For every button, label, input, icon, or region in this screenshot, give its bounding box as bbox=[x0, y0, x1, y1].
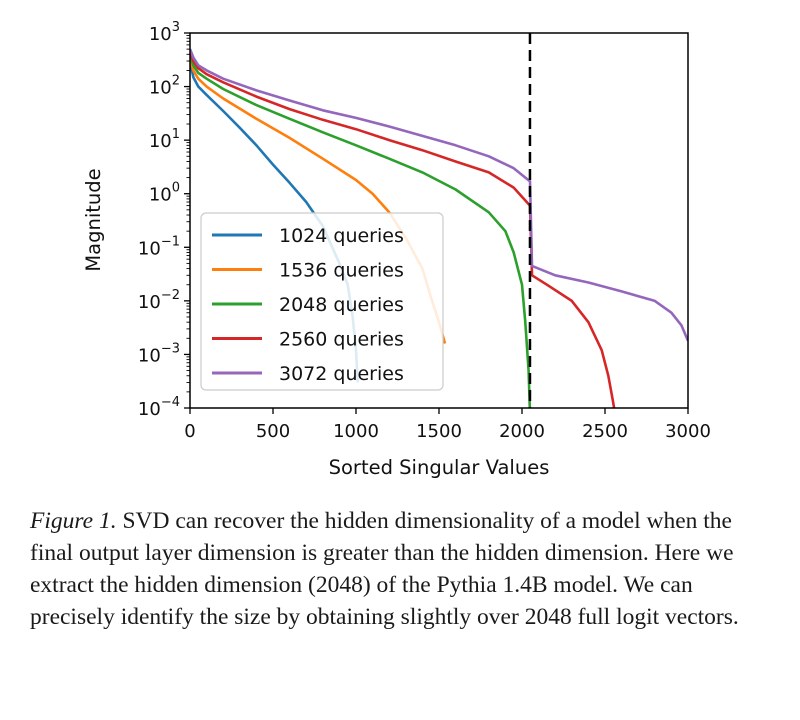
series-line-4 bbox=[190, 51, 616, 408]
legend-label: 1536 queries bbox=[279, 260, 404, 282]
legend-label: 2560 queries bbox=[279, 329, 404, 351]
figure-caption: Figure 1. SVD can recover the hidden dim… bbox=[30, 505, 775, 633]
y-tick-label: 10−2 bbox=[138, 288, 180, 313]
legend-label: 1024 queries bbox=[279, 225, 404, 247]
y-tick-label: 102 bbox=[149, 74, 180, 99]
x-tick-label: 2500 bbox=[582, 421, 628, 442]
series-line-5 bbox=[190, 48, 688, 342]
y-tick-label: 10−3 bbox=[138, 341, 180, 366]
x-tick-label: 3000 bbox=[665, 421, 711, 442]
y-axis-ticks: 103 102 101 100 10−1 10−2 10−3 10−4 bbox=[138, 20, 190, 420]
caption-label: Figure 1. bbox=[30, 508, 117, 534]
y-tick-label: 100 bbox=[149, 181, 180, 206]
x-tick-label: 1000 bbox=[333, 421, 379, 442]
legend: 1024 queries 1536 queries 2048 queries 2560… bbox=[200, 212, 444, 391]
legend-box bbox=[200, 212, 444, 391]
legend-label: 2048 queries bbox=[279, 294, 404, 316]
x-axis-label: Sorted Singular Values bbox=[329, 456, 550, 479]
y-axis-label: Magnitude bbox=[82, 168, 105, 271]
x-tick-label: 0 bbox=[184, 421, 195, 442]
series-line-3 bbox=[190, 53, 532, 408]
x-tick-label: 500 bbox=[256, 421, 290, 442]
y-tick-label: 10−4 bbox=[138, 395, 180, 420]
x-tick-label: 2000 bbox=[499, 421, 545, 442]
y-tick-label: 101 bbox=[149, 127, 180, 152]
caption-text: SVD can recover the hidden dimensionalit… bbox=[30, 508, 739, 630]
legend-label: 3072 queries bbox=[279, 363, 404, 385]
y-tick-label: 10−1 bbox=[138, 234, 180, 259]
x-tick-label: 1500 bbox=[416, 421, 462, 442]
x-axis-ticks: 0 500 1000 1500 2000 2500 3000 bbox=[184, 408, 711, 442]
y-tick-label: 103 bbox=[149, 20, 180, 45]
